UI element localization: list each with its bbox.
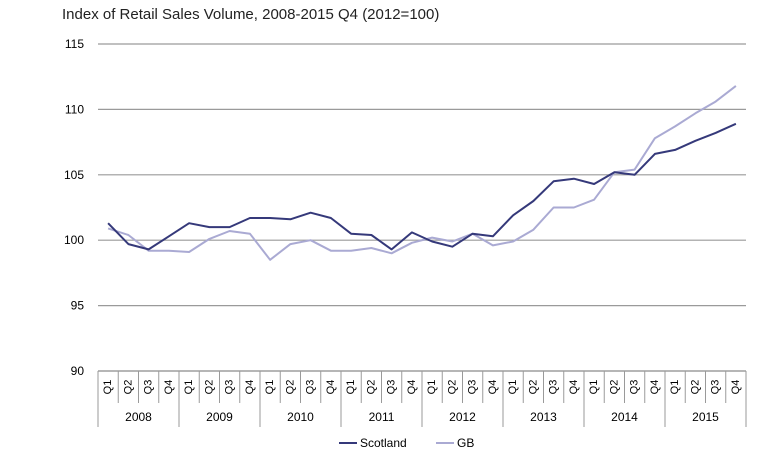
x-year-label-2010: 2010 [287,410,314,424]
x-tick-label-2015-q4: Q4 [730,380,742,395]
x-tick-label-2014-q2: Q2 [608,380,620,395]
x-tick-label-2010-q1: Q1 [264,380,276,395]
x-tick-label-2009-q3: Q3 [224,380,236,395]
x-tick-label-2011-q3: Q3 [386,380,398,395]
x-tick-label-2009-q2: Q2 [203,380,215,395]
x-tick-label-2014-q1: Q1 [588,380,600,395]
x-tick-label-2010-q4: Q4 [325,380,337,395]
x-tick-label-2009-q4: Q4 [244,380,256,395]
x-tick-label-2008-q4: Q4 [163,380,175,395]
x-year-label-2013: 2013 [530,410,557,424]
x-year-label-2011: 2011 [369,410,395,424]
x-year-label-2014: 2014 [611,410,638,424]
y-axis-ticks: 90 95 100 105 110 115 [64,37,84,378]
x-tick-label-2014-q4: Q4 [649,380,661,395]
x-tick-label-2015-q1: Q1 [669,380,681,395]
gridlines [98,43,746,372]
chart-title: Index of Retail Sales Volume, 2008-2015 … [62,6,440,23]
x-year-label-2015: 2015 [692,410,719,424]
x-axis: Q1 Q2 Q3 Q4 2008 Q1 Q2 Q3 Q4 2009 Q1 Q2 Q3 Q4 2010 Q1 Q2… [97,370,747,427]
x-tick-label-2010-q2: Q2 [284,380,296,395]
x-tick-label-2013-q2: Q2 [527,380,539,395]
x-tick-label-2011-q2: Q2 [365,380,377,395]
series-line-gb [107,85,737,261]
x-year-label-2009: 2009 [206,410,233,424]
x-tick-label-2013-q1: Q1 [507,380,519,395]
x-tick-label-2008-q1: Q1 [102,380,114,395]
x-tick-label-2012-q2: Q2 [446,380,458,395]
series-line-scotland [107,122,737,251]
series-lines [107,85,737,261]
x-tick-label-2013-q4: Q4 [568,380,580,395]
x-tick-label-2011-q4: Q4 [406,380,418,395]
x-tick-label-2008-q2: Q2 [122,380,134,395]
y-tick-label-110: 110 [65,102,84,116]
x-tick-label-2009-q1: Q1 [183,380,195,395]
y-tick-label-90: 90 [71,364,85,378]
y-tick-label-95: 95 [71,299,85,313]
y-tick-label-100: 100 [64,233,84,247]
y-tick-label-105: 105 [64,168,84,182]
x-year-label-2012: 2012 [449,410,476,424]
x-tick-label-2012-q4: Q4 [487,380,499,395]
legend: Scotland GB [339,436,474,450]
x-tick-label-2008-q3: Q3 [143,380,155,395]
x-tick-label-2013-q3: Q3 [548,380,560,395]
x-tick-label-2015-q2: Q2 [689,380,701,395]
legend-label-scotland: Scotland [360,436,407,450]
x-tick-label-2012-q3: Q3 [467,380,479,395]
x-tick-label-2011-q1: Q1 [345,380,357,395]
y-tick-label-115: 115 [65,37,84,51]
x-year-label-2008: 2008 [125,410,152,424]
x-tick-label-2014-q3: Q3 [629,380,641,395]
x-tick-label-2012-q1: Q1 [426,380,438,395]
x-tick-label-2010-q3: Q3 [305,380,317,395]
x-tick-label-2015-q3: Q3 [710,380,722,395]
legend-label-gb: GB [457,436,474,450]
